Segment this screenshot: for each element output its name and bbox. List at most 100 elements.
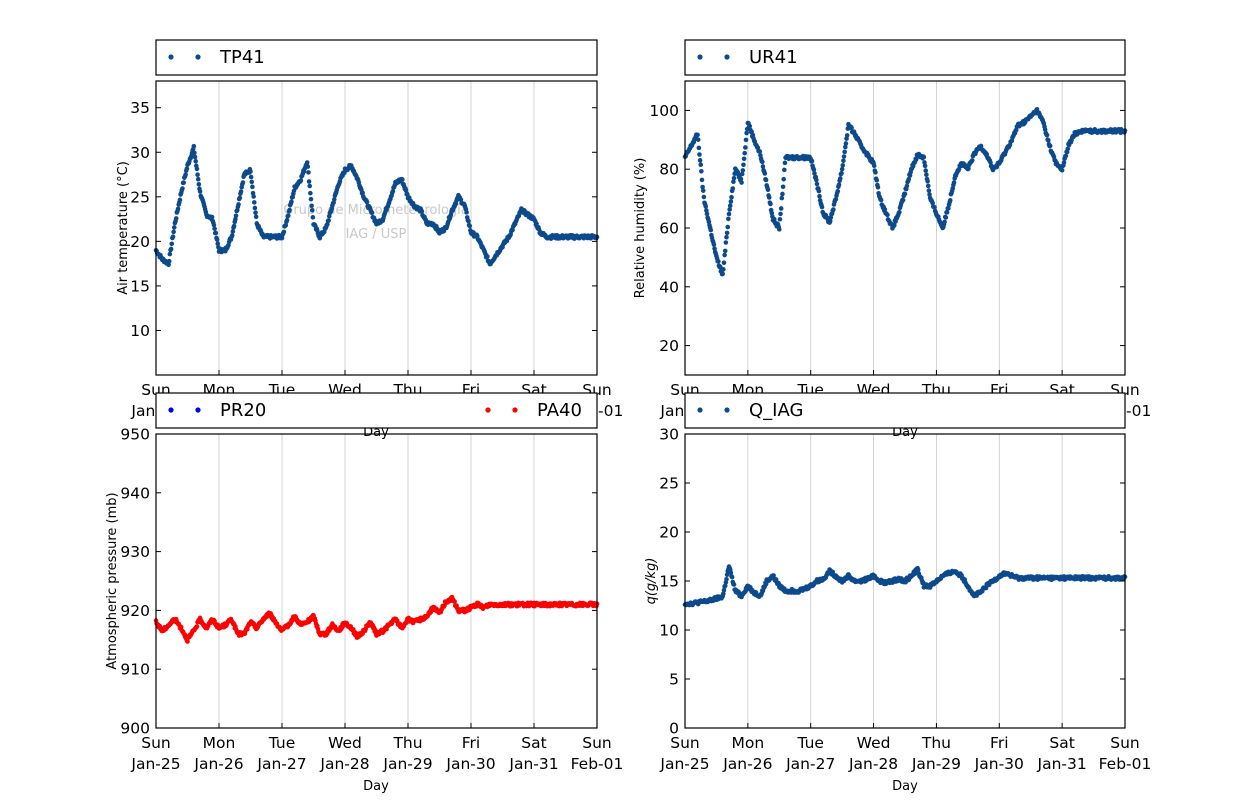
data-point [842, 149, 847, 155]
legend-label-pa40: PA40 [537, 400, 582, 421]
legend-label-pr20: PR20 [220, 400, 266, 421]
data-point [212, 226, 217, 231]
data-point [467, 223, 473, 229]
data-point [167, 251, 173, 257]
data-point [485, 254, 490, 259]
x-tick-label-date: Jan-28 [848, 755, 898, 773]
legend-box [684, 39, 1126, 76]
data-point [700, 184, 705, 190]
legend-marker [512, 407, 518, 413]
y-tick-label: 30 [659, 426, 679, 444]
data-point [722, 252, 727, 258]
y-tick-label: 25 [130, 188, 150, 206]
data-point [776, 227, 782, 232]
data-point [922, 163, 928, 169]
data-point [836, 182, 842, 188]
y-tick-label: 35 [130, 99, 150, 117]
data-point [814, 181, 820, 187]
data-point [184, 166, 190, 171]
data-point [878, 197, 884, 203]
x-tick-label-date: Jan-30 [445, 755, 495, 773]
data-point [168, 246, 174, 252]
data-point [464, 210, 469, 215]
x-tick-label-date: Jan-31 [1037, 755, 1087, 773]
data-point [728, 199, 734, 204]
data-point [194, 166, 200, 172]
data-point [778, 211, 783, 217]
data-point [286, 213, 291, 218]
data-point [831, 207, 836, 212]
data-point [1059, 167, 1065, 173]
data-point [170, 234, 176, 239]
data-point [183, 172, 188, 177]
data-point [695, 137, 701, 142]
data-point [873, 170, 878, 175]
series-pa40 [153, 594, 600, 644]
data-point [875, 185, 881, 190]
data-point [231, 223, 237, 229]
data-point [925, 183, 931, 189]
data-point [727, 207, 732, 212]
data-point [305, 164, 311, 169]
data-point [768, 201, 773, 207]
legend-label-tp41: TP41 [219, 47, 265, 68]
data-point [310, 215, 316, 220]
x-tick-label-day: Fri [990, 734, 1008, 752]
legend-marker [168, 54, 174, 60]
legend-marker [168, 407, 174, 413]
data-point [306, 170, 311, 175]
data-point [729, 574, 735, 580]
data-point [809, 158, 815, 164]
data-point [757, 149, 763, 154]
data-point [744, 130, 749, 136]
data-point [180, 186, 185, 191]
data-point [195, 176, 201, 182]
data-point [837, 176, 843, 181]
y-tick-label: 930 [120, 543, 150, 561]
data-point [925, 178, 930, 184]
data-point [289, 199, 294, 204]
data-point [817, 193, 822, 199]
data-point [466, 218, 471, 224]
data-point [766, 195, 772, 200]
data-point [697, 158, 703, 163]
data-point [252, 205, 258, 211]
data-point [452, 599, 457, 604]
data-point [699, 177, 705, 183]
data-point [944, 210, 950, 215]
data-point [760, 164, 766, 169]
x-tick-label-date: Jan-25 [659, 755, 709, 773]
legend-marker [485, 407, 491, 413]
data-point [902, 191, 908, 197]
legend-specific-humidity: Q_IAG [684, 392, 1126, 429]
x-tick-label-day: Wed [328, 734, 362, 752]
data-point [721, 267, 726, 272]
data-point [842, 144, 848, 150]
data-point [721, 591, 726, 597]
x-tick-label-day: Tue [796, 734, 823, 752]
legend-marker [697, 407, 703, 413]
x-tick-label-date: Jan-27 [785, 755, 835, 773]
data-point [197, 189, 203, 194]
data-point [740, 168, 746, 173]
data-point [923, 168, 929, 173]
data-point [360, 190, 365, 196]
data-point [951, 180, 957, 185]
data-point [704, 211, 710, 217]
data-point [248, 169, 253, 174]
data-point [722, 248, 728, 254]
data-point [166, 258, 172, 264]
data-point [309, 207, 315, 213]
data-point [921, 154, 927, 160]
y-axis: 0 5 10 15 20 25 30 [659, 426, 1125, 738]
legend-box [155, 392, 598, 429]
data-point [213, 230, 219, 236]
y-tick-label: 920 [120, 602, 150, 620]
data-point [194, 624, 200, 629]
data-point [169, 241, 175, 247]
x-tick-label-day: Sat [1049, 734, 1074, 752]
data-point [307, 183, 313, 189]
data-point [927, 192, 932, 197]
grid [747, 81, 1063, 375]
data-point [782, 160, 788, 166]
